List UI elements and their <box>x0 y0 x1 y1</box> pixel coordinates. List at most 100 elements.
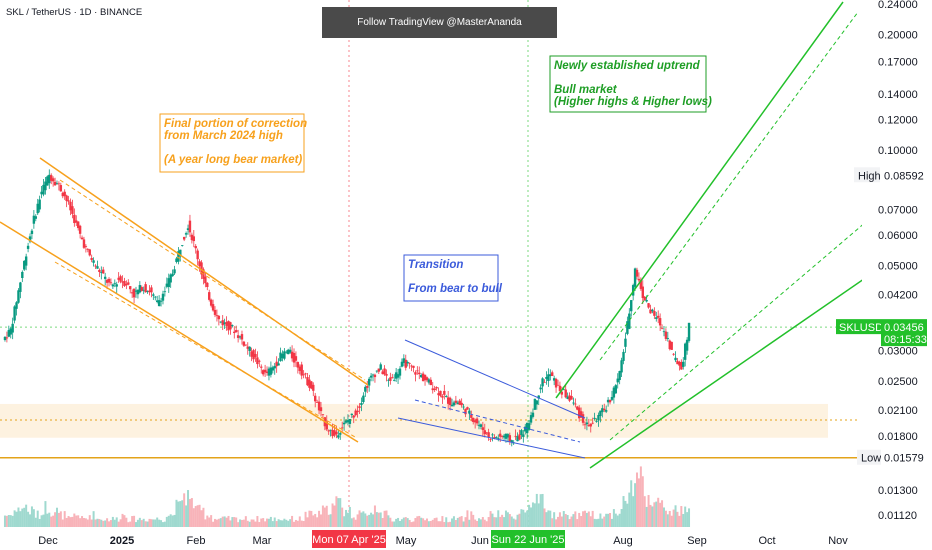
volume-bar <box>108 521 111 527</box>
volume-bar <box>229 520 232 527</box>
volume-bar <box>5 515 8 527</box>
low-label: Low <box>861 453 881 465</box>
candle-body <box>254 353 257 358</box>
candle-body <box>547 374 550 382</box>
candle-body <box>192 236 196 242</box>
candle-body <box>551 372 554 377</box>
price-axis[interactable]: 0.24000 0.20000 0.17000 0.14000 0.12000 0.100… <box>836 0 932 550</box>
candle-body <box>352 415 355 418</box>
volume-bar <box>63 511 66 527</box>
volume-bar <box>181 500 184 527</box>
candle-body <box>500 436 504 437</box>
volume-bar <box>161 522 164 527</box>
candle-body <box>294 356 298 361</box>
candle-body <box>148 290 151 293</box>
volume-bar <box>466 510 469 527</box>
candle-body <box>423 374 427 381</box>
volume-bar <box>260 518 263 527</box>
volume-bar <box>44 501 47 527</box>
candle-body <box>342 422 346 425</box>
candle-body <box>483 430 486 435</box>
volume-bar <box>294 519 297 527</box>
volume-bar <box>662 507 665 527</box>
volume-bar <box>227 515 230 527</box>
candle-body <box>356 410 359 413</box>
volume-bar <box>111 516 114 527</box>
volume-bar <box>483 519 486 527</box>
volume-bar <box>304 511 307 527</box>
volume-bar <box>574 511 577 527</box>
candle-body <box>171 273 174 277</box>
volume-bar <box>491 513 494 527</box>
candle-body <box>558 385 562 391</box>
volume-bar <box>233 517 236 527</box>
volume-bar <box>364 513 367 527</box>
candle-body <box>48 174 51 184</box>
volume-bar <box>589 516 592 527</box>
volume-bar <box>75 515 78 527</box>
time-tick-label: Oct <box>758 535 775 547</box>
low-value: 0.01579 <box>884 453 924 465</box>
candle-body <box>568 395 571 401</box>
price-tick-label: 0.12000 <box>878 115 918 127</box>
candle-body <box>346 420 350 423</box>
price-tick-label: 0.01800 <box>878 431 918 443</box>
volume-bar <box>167 515 170 527</box>
candle-body <box>24 256 28 266</box>
volume-bar <box>352 517 355 527</box>
volume-bar <box>306 517 309 527</box>
volume-bar <box>32 509 35 527</box>
volume-bar <box>165 516 168 527</box>
candle-body <box>452 402 456 406</box>
volume-bar <box>607 513 610 527</box>
candle-body <box>608 399 612 403</box>
follow-banner[interactable]: Follow TradingView @MasterAnanda <box>322 7 557 38</box>
candle-body <box>175 258 178 262</box>
price-tick-label: 0.20000 <box>878 29 918 41</box>
volume-bar <box>314 513 317 527</box>
candle-body <box>3 336 7 341</box>
date-tag-bg <box>312 530 386 548</box>
candle-body <box>489 438 492 440</box>
volume-bar <box>545 512 548 527</box>
volume-bar <box>372 514 375 527</box>
symbol-title[interactable]: SKL / TetherUS · 1D · BINANCE <box>6 7 143 18</box>
candle-body <box>662 331 666 333</box>
volume-bar <box>485 521 488 527</box>
volume-bar <box>557 516 560 527</box>
volume-bar <box>678 515 681 527</box>
uptrend-note-line: (Higher highs & Higher lows) <box>554 96 712 108</box>
candle-body <box>144 284 147 293</box>
candle-body <box>333 430 336 436</box>
support-zone-layer <box>0 326 860 438</box>
candle-body <box>524 426 527 432</box>
volume-bar <box>29 514 32 527</box>
candle-body <box>458 400 461 405</box>
volume-bar <box>435 517 438 527</box>
candle-body <box>277 363 280 366</box>
time-axis[interactable]: Dec 2025 Feb Mar May Jun Aug Sep Oct Nov Mon 07 Ap… <box>0 530 932 550</box>
volume-bar <box>94 519 97 527</box>
volume-bar <box>637 478 640 527</box>
candle-body <box>339 433 342 435</box>
candle-body <box>350 413 354 415</box>
candle-body <box>152 294 155 296</box>
candle-body <box>487 432 490 438</box>
volume-bar <box>104 520 107 527</box>
candle-body <box>577 407 581 419</box>
candle-body <box>161 293 165 301</box>
volume-bar <box>185 505 188 527</box>
volume-bar <box>240 519 243 527</box>
candle-body <box>300 364 303 376</box>
volume-bar <box>221 516 224 527</box>
candle-body <box>653 311 656 316</box>
candle-body <box>574 403 577 405</box>
candle-body <box>292 353 296 363</box>
candle-body <box>508 435 512 442</box>
candle-body <box>173 269 176 274</box>
price-tick-label: 0.14000 <box>878 89 918 101</box>
volume-bar <box>225 517 228 527</box>
candle-body <box>200 262 203 275</box>
candle-body <box>633 268 637 287</box>
